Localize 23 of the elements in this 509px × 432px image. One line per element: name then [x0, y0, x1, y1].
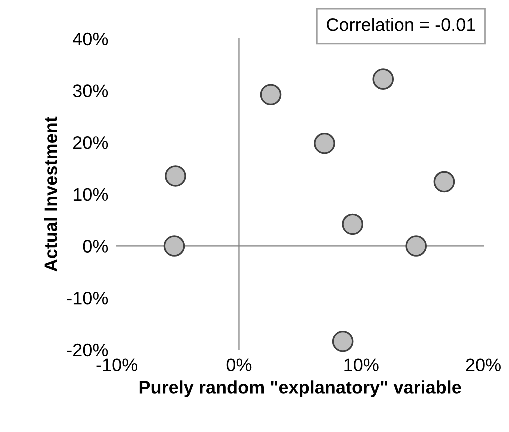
y-tick-label: -20%: [67, 344, 108, 357]
x-axis-title: Purely random "explanatory" variable: [140, 380, 462, 398]
point: [164, 236, 186, 257]
y-tick-label: 20%: [74, 136, 108, 150]
y-axis-title: Actual Investment: [44, 116, 58, 272]
point: [406, 236, 428, 257]
y-tick-label: 10%: [74, 188, 108, 202]
point: [314, 132, 336, 154]
x-tick-label: 10%: [344, 358, 379, 372]
y-tick-label: -10%: [67, 292, 108, 305]
x-tick-label: 20%: [466, 358, 501, 372]
point: [260, 84, 282, 106]
point: [372, 68, 394, 90]
point: [342, 214, 364, 236]
y-tick-label: 40%: [73, 32, 108, 46]
y-tick-label: 30%: [73, 84, 108, 98]
point: [434, 171, 456, 193]
x-tick-label: -10%: [96, 358, 138, 372]
point: [332, 330, 354, 352]
text: Correlation = -0.01: [327, 18, 476, 32]
x-tick-label: 0%: [226, 358, 252, 372]
point: [165, 166, 186, 187]
y-tick-label: 0%: [83, 240, 108, 253]
